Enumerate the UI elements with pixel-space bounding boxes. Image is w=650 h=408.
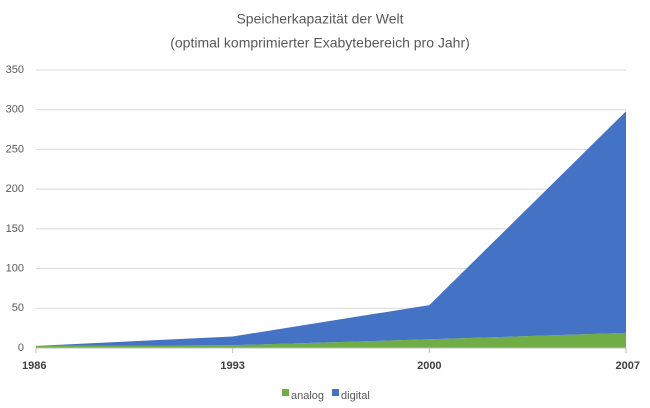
y-tick-label: 0: [18, 342, 24, 354]
x-tick-label: 1986: [22, 360, 46, 372]
legend-label: digital: [341, 390, 370, 402]
y-tick-label: 300: [6, 104, 24, 116]
legend-swatch: [282, 389, 289, 396]
y-tick-label: 350: [6, 64, 24, 76]
y-tick-label: 100: [6, 262, 24, 274]
x-tick-label: 1993: [220, 360, 244, 372]
y-tick-label: 50: [12, 302, 24, 314]
area: [36, 332, 626, 348]
chart-subtitle: (optimal komprimierter Exabytebereich pr…: [170, 35, 470, 51]
y-tick-label: 200: [6, 183, 24, 195]
chart-title: Speicherkapazität der Welt: [236, 11, 403, 27]
legend-swatch: [332, 389, 340, 396]
area: [36, 111, 626, 346]
y-tick-label: 250: [6, 143, 24, 155]
legend-label: analog: [291, 390, 324, 402]
y-tick-label: 150: [6, 223, 24, 235]
x-tick-label: 2007: [616, 360, 640, 372]
x-tick-label: 2000: [417, 360, 441, 372]
